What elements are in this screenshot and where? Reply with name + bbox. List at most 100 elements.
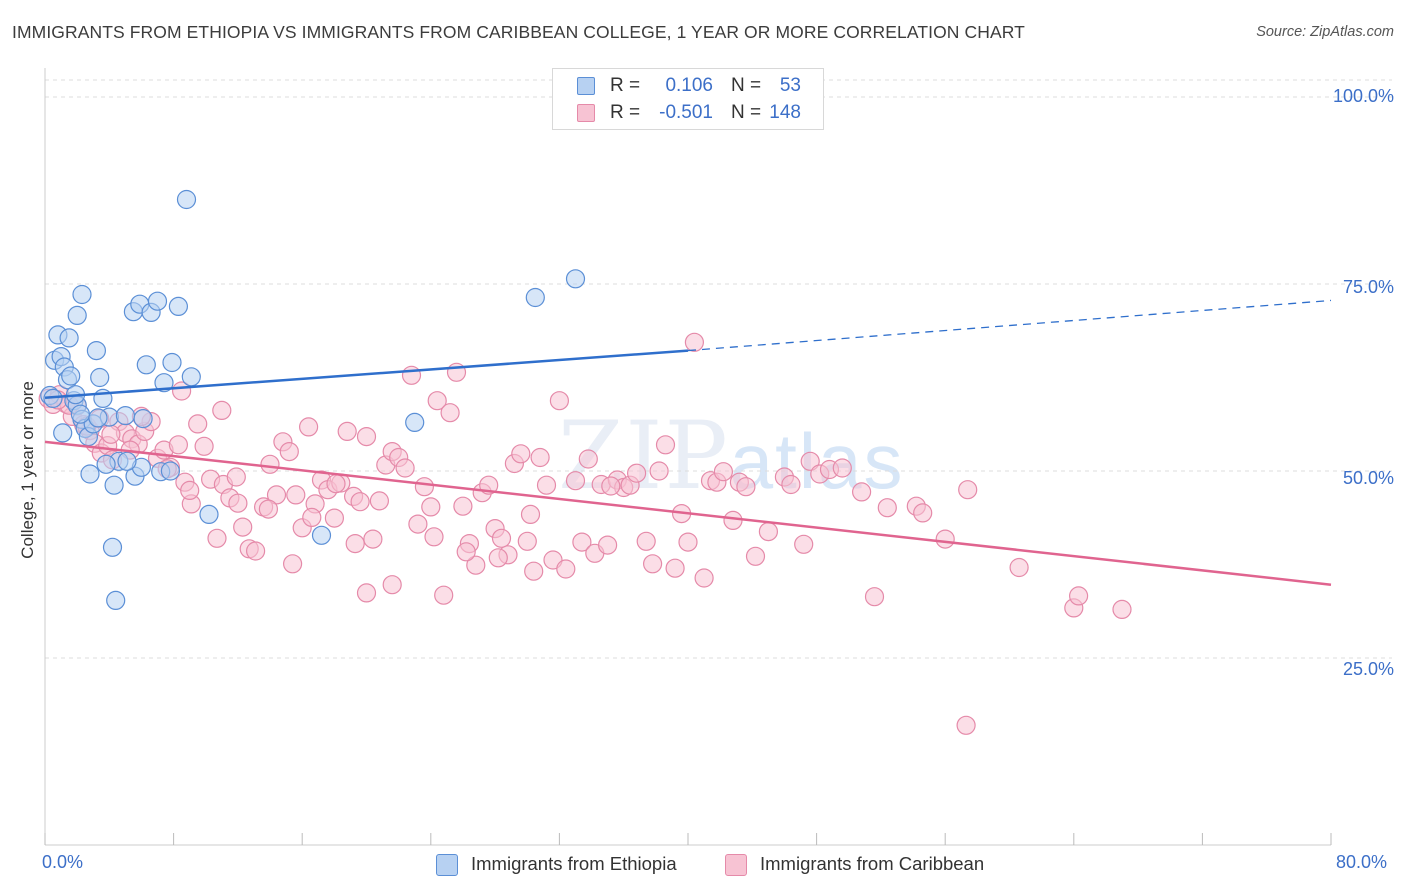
ethiopia-point bbox=[43, 388, 63, 408]
caribbean-point bbox=[572, 532, 592, 552]
caribbean-point bbox=[1009, 557, 1029, 578]
ethiopia-point bbox=[86, 341, 107, 361]
y-tick-50: 50.0% bbox=[1342, 468, 1394, 488]
caribbean-point bbox=[424, 527, 444, 547]
caribbean-point bbox=[678, 532, 698, 552]
caribbean-point bbox=[453, 496, 473, 516]
y-tick-100: 100.0% bbox=[1332, 86, 1394, 106]
caribbean-point bbox=[260, 454, 280, 474]
caribbean-point bbox=[578, 449, 598, 469]
ethiopia-point bbox=[117, 451, 137, 471]
caribbean-point bbox=[356, 427, 377, 447]
caribbean-point bbox=[877, 498, 897, 518]
source-label: Source: ZipAtlas.com bbox=[1256, 24, 1394, 40]
caribbean-point bbox=[597, 535, 618, 555]
r-label: R = bbox=[610, 102, 641, 123]
legend-label: Immigrants from Ethiopia bbox=[471, 853, 677, 874]
n-label: N = bbox=[731, 75, 762, 96]
caribbean-point bbox=[369, 491, 389, 511]
grid-lines bbox=[45, 79, 1392, 659]
caribbean-point bbox=[440, 403, 460, 423]
caribbean-point bbox=[511, 444, 531, 464]
ethiopia-point bbox=[96, 454, 116, 474]
caribbean-point bbox=[694, 568, 714, 588]
trend-lines bbox=[44, 299, 1332, 586]
caribbean-point bbox=[434, 585, 454, 605]
correlation-legend: R = 0.106 N = 53 R = -0.501 N = 148 bbox=[552, 68, 824, 130]
caribbean-point bbox=[549, 391, 570, 411]
caribbean-point bbox=[286, 485, 306, 505]
caribbean-point bbox=[356, 583, 377, 603]
n-label: N = bbox=[731, 102, 762, 123]
caribbean-point bbox=[517, 531, 537, 551]
ethiopia-point bbox=[72, 284, 92, 305]
caribbean-point bbox=[456, 542, 476, 562]
ethiopia-legend-swatch bbox=[436, 854, 458, 876]
caribbean-point bbox=[864, 587, 885, 607]
legend-row-ethiopia: R = 0.106 N = 53 bbox=[553, 73, 823, 99]
x-tick-max: 80.0% bbox=[1336, 852, 1388, 872]
caribbean-point bbox=[601, 476, 621, 496]
caribbean-point bbox=[851, 482, 872, 502]
y-axis-label: College, 1 year or more bbox=[18, 381, 37, 559]
caribbean-point bbox=[520, 504, 541, 525]
caribbean-point bbox=[491, 528, 512, 548]
caribbean-point bbox=[283, 554, 303, 574]
r-label: R = bbox=[610, 75, 641, 96]
caribbean-point bbox=[745, 546, 766, 566]
r-value: 0.106 bbox=[665, 75, 713, 96]
caribbean-point bbox=[395, 458, 415, 478]
chart-title: IMMIGRANTS FROM ETHIOPIA VS IMMIGRANTS F… bbox=[12, 22, 1025, 42]
ethiopia-point bbox=[115, 406, 136, 426]
caribbean-point bbox=[246, 541, 266, 561]
axes bbox=[44, 68, 1332, 846]
series-legend: Immigrants from Ethiopia Immigrants from… bbox=[0, 850, 1406, 880]
ethiopia-point bbox=[88, 408, 108, 428]
caribbean-point bbox=[101, 424, 121, 444]
caribbean-point bbox=[956, 715, 976, 735]
caribbean-point bbox=[736, 477, 756, 497]
legend-label: Immigrants from Caribbean bbox=[760, 853, 985, 874]
ethiopia-point bbox=[136, 355, 156, 375]
caribbean-point bbox=[530, 447, 550, 468]
ethiopia-point bbox=[154, 373, 174, 393]
caribbean-points bbox=[38, 332, 1132, 735]
ethiopia-point bbox=[133, 409, 153, 429]
caribbean-point bbox=[665, 558, 685, 578]
ethiopia-point bbox=[61, 366, 81, 386]
caribbean-point bbox=[324, 508, 344, 528]
ethiopia-point bbox=[160, 461, 180, 481]
caribbean-point bbox=[168, 435, 188, 455]
caribbean-point bbox=[794, 534, 814, 554]
ethiopia-trend-extension bbox=[687, 299, 1332, 352]
caribbean-point bbox=[800, 451, 820, 471]
caribbean-point bbox=[194, 436, 214, 456]
caribbean-point bbox=[363, 529, 383, 549]
caribbean-point bbox=[536, 475, 557, 495]
r-value: -0.501 bbox=[659, 102, 713, 123]
caribbean-point bbox=[299, 417, 319, 437]
caribbean-point bbox=[713, 462, 734, 482]
ethiopia-point bbox=[405, 412, 425, 432]
caribbean-swatch bbox=[577, 104, 595, 122]
ethiopia-point bbox=[59, 328, 79, 348]
n-value: 148 bbox=[769, 102, 801, 123]
ethiopia-point bbox=[162, 352, 182, 373]
caribbean-point bbox=[958, 480, 978, 500]
caribbean-point bbox=[1068, 586, 1089, 606]
ethiopia-point bbox=[53, 423, 73, 443]
caribbean-point bbox=[781, 474, 801, 495]
caribbean-point bbox=[207, 528, 227, 548]
ethiopia-point bbox=[106, 590, 126, 611]
caribbean-point bbox=[180, 480, 200, 500]
ethiopia-swatch bbox=[577, 77, 595, 95]
ethiopia-point bbox=[67, 305, 87, 325]
caribbean-point bbox=[649, 461, 669, 481]
ethiopia-point bbox=[176, 189, 197, 210]
legend-row-caribbean: R = -0.501 N = 148 bbox=[553, 100, 823, 126]
x-tick-min: 0.0% bbox=[42, 852, 84, 872]
caribbean-point bbox=[832, 458, 852, 478]
ethiopia-point bbox=[181, 367, 201, 387]
n-value: 53 bbox=[779, 75, 801, 96]
